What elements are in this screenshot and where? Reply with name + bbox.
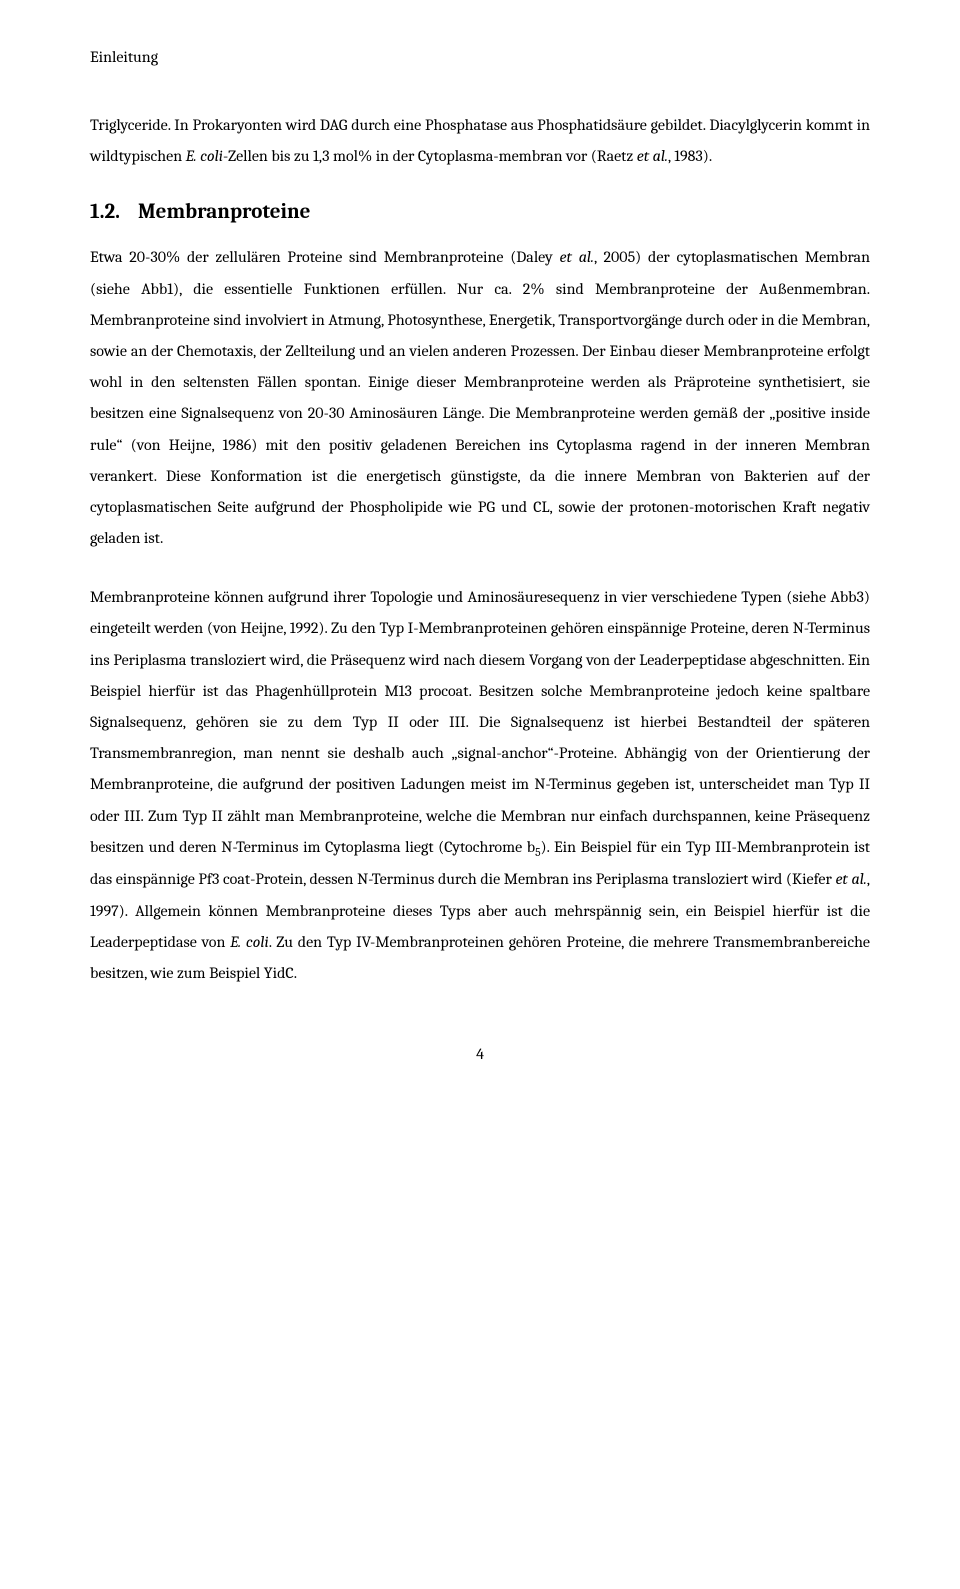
paragraph-body-2: Membranproteine können aufgrund ihrer To… (90, 582, 870, 989)
italic-etal: et al. (835, 870, 866, 888)
text: -Zellen bis zu 1,3 mol% in der Cytoplasm… (223, 147, 637, 165)
text: , 2005) der cytoplasmatischen Membran (s… (90, 248, 870, 547)
text: , 1983). (668, 147, 712, 165)
section-heading: 1.2. Membranproteine (90, 200, 870, 224)
italic-etal: et al. (637, 147, 668, 165)
text: Membranproteine können aufgrund ihrer To… (90, 588, 870, 856)
paragraph-body-1: Etwa 20-30% der zellulären Proteine sind… (90, 242, 870, 554)
italic-etal: et al. (560, 248, 594, 266)
italic-taxon: E. coli (186, 147, 223, 165)
section-number: 1.2. (90, 200, 120, 224)
paragraph-intro: Triglyceride. In Prokaryonten wird DAG d… (90, 110, 870, 172)
text: Etwa 20-30% der zellulären Proteine sind… (90, 248, 560, 266)
italic-taxon: E. coli (230, 933, 269, 951)
page-number: 4 (90, 1045, 870, 1063)
running-header: Einleitung (90, 48, 870, 66)
section-title: Membranproteine (138, 200, 311, 224)
